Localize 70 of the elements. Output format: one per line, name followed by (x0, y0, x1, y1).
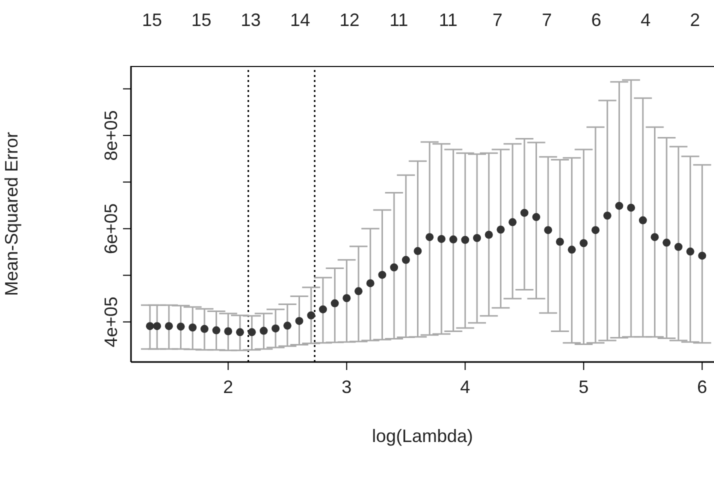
point (414, 247, 422, 256)
point (390, 263, 398, 272)
text: 2 (690, 10, 700, 31)
point (662, 238, 671, 247)
y-tick-label: 8e+05 (101, 110, 121, 161)
point (437, 234, 446, 243)
point (378, 270, 386, 279)
text: 4 (640, 10, 651, 31)
text: 11 (438, 10, 458, 31)
point (295, 316, 304, 325)
point (330, 299, 339, 308)
point (248, 328, 256, 336)
point (627, 204, 636, 212)
point (638, 216, 647, 224)
text: 12 (339, 10, 360, 31)
x-tick-label: 3 (342, 376, 352, 397)
point (532, 213, 540, 222)
point (200, 324, 208, 333)
point (496, 226, 505, 234)
point (188, 324, 197, 332)
text: 15 (191, 10, 212, 31)
point (307, 311, 316, 320)
point (342, 294, 351, 302)
point (650, 233, 659, 242)
point (698, 252, 706, 260)
text: 7 (492, 10, 503, 31)
text: 7 (542, 10, 552, 31)
point (544, 226, 552, 234)
point (686, 248, 694, 256)
point (176, 322, 185, 331)
y-tick-label: 6e+05 (101, 203, 121, 254)
point (402, 256, 410, 264)
point (580, 239, 588, 248)
point (568, 246, 576, 254)
point (556, 238, 564, 246)
point (224, 327, 232, 336)
y-tick-label: 4e+05 (101, 296, 121, 348)
point (366, 279, 374, 288)
y-axis-title: Mean-Squared Error (1, 132, 22, 296)
point (520, 208, 528, 217)
point (283, 322, 292, 330)
point (426, 233, 434, 242)
x-tick-label: 6 (697, 376, 708, 397)
text: 15 (142, 10, 162, 31)
point (164, 322, 173, 330)
point (461, 236, 470, 244)
point (473, 234, 482, 242)
point (615, 202, 624, 210)
point (272, 324, 280, 332)
point (484, 230, 493, 239)
text: 13 (240, 10, 261, 31)
point (508, 218, 517, 226)
point (449, 235, 458, 244)
point (674, 242, 682, 251)
point (318, 305, 327, 314)
x-axis-title: log(Lambda) (372, 426, 474, 446)
text: 11 (389, 10, 408, 31)
point (260, 326, 268, 335)
x-tick-label: 5 (578, 376, 589, 397)
text: 14 (290, 10, 310, 31)
point (212, 326, 220, 334)
point (354, 287, 363, 296)
point (592, 226, 600, 234)
point (236, 328, 244, 336)
x-tick-label: 2 (223, 376, 234, 397)
text: 6 (591, 10, 602, 31)
x-tick-label: 4 (460, 376, 470, 397)
point (146, 322, 154, 330)
point (153, 322, 162, 330)
point (603, 212, 612, 220)
